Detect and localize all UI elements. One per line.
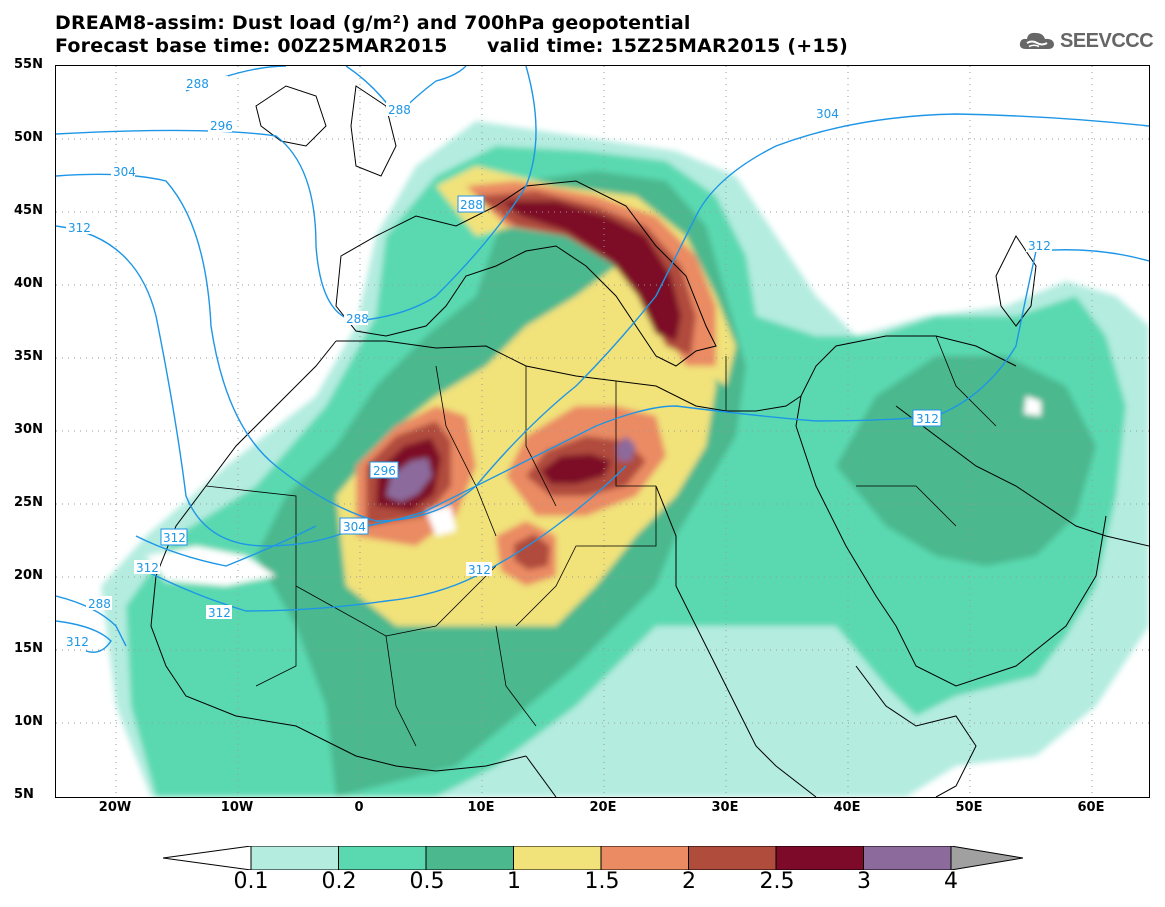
contour-label: 296 — [369, 461, 399, 479]
colorbar-label: 1.5 — [584, 869, 620, 894]
lat-label-45n: 45N — [14, 203, 43, 218]
svg-text:288: 288 — [186, 77, 209, 91]
lon-label-20w: 20W — [98, 800, 132, 815]
lat-label-10n: 10N — [14, 714, 43, 729]
svg-text:296: 296 — [373, 464, 396, 478]
logo-text: SEEVCCC — [1060, 29, 1154, 52]
colorbar-cell — [688, 846, 777, 870]
contour-label: 312 — [64, 634, 90, 649]
svg-text:288: 288 — [88, 597, 111, 611]
contour-label: 288 — [457, 195, 485, 213]
colorbar-min-arrow — [163, 846, 252, 870]
svg-text:312: 312 — [136, 561, 159, 575]
colorbar-cell — [863, 846, 952, 870]
colorbar-label: 4 — [944, 869, 958, 894]
contour-label: 312 — [160, 528, 188, 546]
colorbar-label: 0.2 — [321, 869, 357, 894]
svg-text:304: 304 — [816, 107, 839, 121]
svg-text:304: 304 — [343, 520, 366, 534]
colorbar-label: 0.1 — [233, 869, 269, 894]
colorbar-label: 0.5 — [409, 869, 445, 894]
map-title: DREAM8-assim: Dust load (g/m²) and 700hP… — [55, 12, 691, 34]
lon-label-40e: 40E — [833, 800, 861, 815]
colorbar — [163, 846, 1023, 870]
lon-label-30e: 30E — [711, 800, 739, 815]
dust-map: 288 288 296 304 304 312 288 288 296 304 … — [55, 65, 1150, 798]
contour-label: 312 — [134, 560, 160, 575]
lon-label-0: 0 — [354, 800, 364, 815]
dust-map-canvas: 288 288 296 304 304 312 288 288 296 304 … — [56, 66, 1149, 797]
contour-label: 296 — [208, 118, 233, 133]
svg-text:312: 312 — [66, 635, 89, 649]
contour-label: 312 — [466, 562, 492, 577]
lat-label-40n: 40N — [14, 276, 43, 291]
svg-text:288: 288 — [388, 103, 411, 117]
svg-text:312: 312 — [916, 412, 939, 426]
colorbar-cell — [600, 846, 689, 870]
colorbar-label: 2.5 — [759, 869, 795, 894]
lon-label-10w: 10W — [220, 800, 254, 815]
colorbar-cell — [338, 846, 427, 870]
colorbar-max-arrow — [950, 846, 1023, 870]
contour-label: 304 — [111, 164, 136, 179]
lon-label-60e: 60E — [1077, 800, 1105, 815]
contour-label: 288 — [344, 311, 369, 326]
contour-label: 312 — [66, 220, 91, 235]
colorbar-cell — [425, 846, 514, 870]
colorbar-cell — [250, 846, 339, 870]
svg-text:288: 288 — [460, 198, 483, 212]
lon-label-50e: 50E — [955, 800, 983, 815]
lat-label-20n: 20N — [14, 568, 43, 583]
contour-label: 312 — [1026, 238, 1052, 253]
contour-label: 312 — [912, 409, 942, 427]
svg-text:312: 312 — [208, 606, 231, 620]
coastlines — [150, 85, 1149, 797]
cloud-icon — [1019, 32, 1054, 49]
svg-text:288: 288 — [346, 312, 369, 326]
map-subtitle: Forecast base time: 00Z25MAR2015 valid ti… — [55, 35, 848, 57]
svg-text:296: 296 — [210, 119, 233, 133]
svg-text:312: 312 — [1028, 239, 1051, 253]
colorbar-cell — [775, 846, 864, 870]
contour-label: 288 — [184, 76, 228, 91]
colorbar-label: 2 — [682, 869, 696, 894]
lat-label-5n: 5N — [14, 787, 34, 802]
svg-text:312: 312 — [68, 221, 91, 235]
contour-label: 304 — [814, 106, 839, 121]
contour-label: 304 — [339, 517, 369, 535]
valid-time: valid time: 15Z25MAR2015 (+15) — [487, 35, 849, 57]
lat-label-25n: 25N — [14, 495, 43, 510]
lat-label-50n: 50N — [14, 130, 43, 145]
seevccc-logo: SEEVCCC — [1018, 26, 1154, 56]
colorbar-cell — [513, 846, 602, 870]
lat-label-15n: 15N — [14, 641, 43, 656]
contour-label: 312 — [206, 605, 232, 620]
lon-label-10e: 10E — [467, 800, 495, 815]
contour-label: 288 — [86, 596, 112, 611]
colorbar-label: 1 — [507, 869, 521, 894]
forecast-base-time: Forecast base time: 00Z25MAR2015 — [55, 35, 448, 57]
lat-label-35n: 35N — [14, 349, 43, 364]
contour-label: 288 — [386, 102, 411, 117]
dust-field — [101, 121, 1149, 797]
borders — [205, 335, 997, 747]
lat-label-30n: 30N — [14, 422, 43, 437]
lat-label-55n: 55N — [14, 57, 43, 72]
contour-labels: 288 288 296 304 304 312 288 288 296 304 … — [64, 76, 1052, 649]
svg-text:312: 312 — [468, 563, 491, 577]
svg-text:304: 304 — [113, 165, 136, 179]
lon-label-20e: 20E — [589, 800, 617, 815]
colorbar-label: 3 — [857, 869, 871, 894]
svg-text:312: 312 — [163, 531, 186, 545]
